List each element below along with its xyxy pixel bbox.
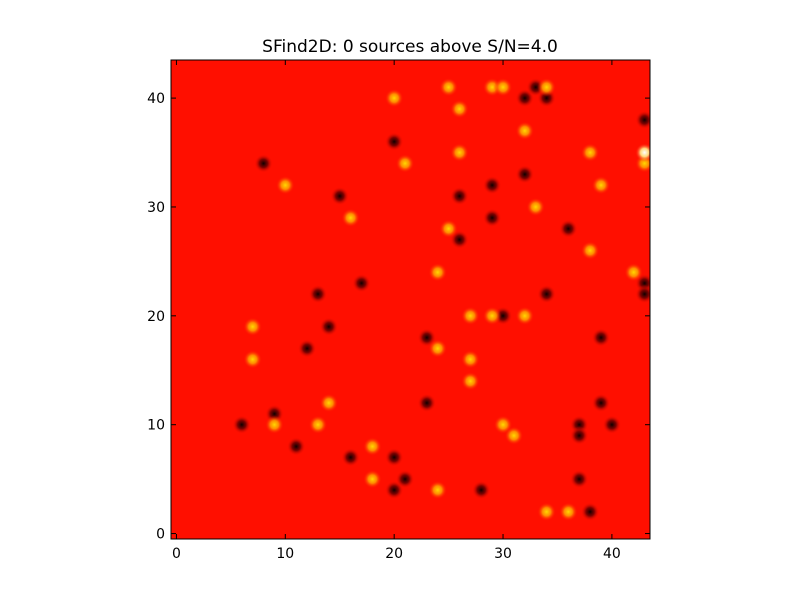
dark-source-29 — [569, 426, 589, 445]
dark-source-13 — [395, 469, 415, 489]
y-tick-label: 0 — [156, 527, 165, 543]
dark-source-32 — [591, 328, 611, 347]
dark-source-7 — [330, 186, 349, 206]
bright-source-0 — [243, 317, 262, 336]
bright-source-20 — [461, 371, 480, 391]
bright-source-18 — [461, 306, 480, 326]
dark-source-6 — [319, 317, 339, 336]
dark-source-26 — [537, 284, 556, 304]
dark-source-31 — [580, 502, 600, 522]
bright-source-31 — [559, 502, 578, 522]
x-tick-label: 40 — [603, 546, 621, 562]
bright-source-9 — [384, 88, 404, 108]
dark-source-16 — [450, 186, 469, 206]
bright-source-6 — [341, 208, 360, 228]
x-tick-label: 30 — [494, 546, 512, 562]
bright-source-34 — [591, 175, 611, 195]
x-tick-label: 10 — [276, 546, 294, 562]
dark-source-33 — [591, 393, 611, 413]
dark-source-3 — [286, 437, 306, 456]
bright-source-7 — [363, 437, 382, 456]
bright-source-23 — [493, 77, 513, 97]
plot-frame — [170, 59, 651, 540]
dark-source-1 — [254, 154, 273, 173]
bright-source-16 — [450, 99, 469, 119]
bright-source-1 — [243, 350, 262, 369]
dark-source-20 — [482, 208, 502, 228]
y-tick-label: 20 — [147, 309, 165, 325]
bright-source-8 — [363, 469, 382, 489]
white-source-0 — [635, 143, 650, 162]
y-tick-label: 30 — [147, 200, 165, 216]
dark-source-19 — [482, 175, 502, 195]
x-tick-label: 20 — [385, 546, 403, 562]
bright-source-27 — [515, 306, 535, 326]
dark-source-27 — [559, 219, 578, 238]
bright-source-30 — [537, 502, 556, 522]
bright-source-17 — [450, 143, 469, 162]
bright-source-29 — [537, 77, 556, 97]
bright-source-10 — [395, 154, 415, 173]
bright-source-33 — [580, 241, 600, 260]
bright-source-12 — [428, 339, 447, 358]
bright-source-11 — [428, 263, 447, 282]
chart-title: SFind2D: 0 sources above S/N=4.0 — [262, 37, 558, 57]
heatmap-sources — [232, 77, 650, 522]
bright-source-15 — [439, 219, 458, 238]
bright-source-5 — [319, 393, 339, 413]
bright-source-32 — [580, 143, 600, 162]
dark-source-30 — [569, 469, 589, 489]
bright-source-13 — [428, 480, 447, 500]
dark-source-11 — [384, 448, 404, 467]
dark-source-18 — [472, 480, 491, 500]
bright-source-28 — [526, 197, 545, 217]
dark-source-0 — [232, 415, 252, 434]
bright-source-25 — [504, 426, 524, 445]
dark-source-23 — [515, 165, 535, 184]
bright-source-19 — [461, 350, 480, 369]
dark-source-10 — [384, 132, 404, 151]
dark-source-8 — [341, 448, 360, 467]
dark-source-35 — [635, 110, 650, 130]
bright-source-4 — [308, 415, 328, 434]
y-tick-label: 10 — [147, 418, 165, 434]
dark-source-9 — [352, 273, 371, 293]
bright-source-35 — [624, 263, 643, 282]
axis-ticks: 0 10 20 30 40 0 10 20 30 40 — [147, 60, 650, 562]
dark-source-37 — [635, 284, 650, 304]
dark-source-4 — [297, 339, 317, 358]
heatmap-background — [171, 60, 650, 539]
bright-source-2 — [265, 415, 284, 434]
dark-source-34 — [602, 415, 622, 434]
x-tick-label: 0 — [172, 546, 181, 562]
bright-source-26 — [515, 121, 535, 141]
y-tick-label: 40 — [147, 91, 165, 107]
bright-source-3 — [276, 175, 295, 195]
bright-source-22 — [482, 306, 502, 326]
dark-source-5 — [308, 284, 328, 304]
dark-source-15 — [417, 393, 437, 413]
bright-source-14 — [439, 77, 458, 97]
